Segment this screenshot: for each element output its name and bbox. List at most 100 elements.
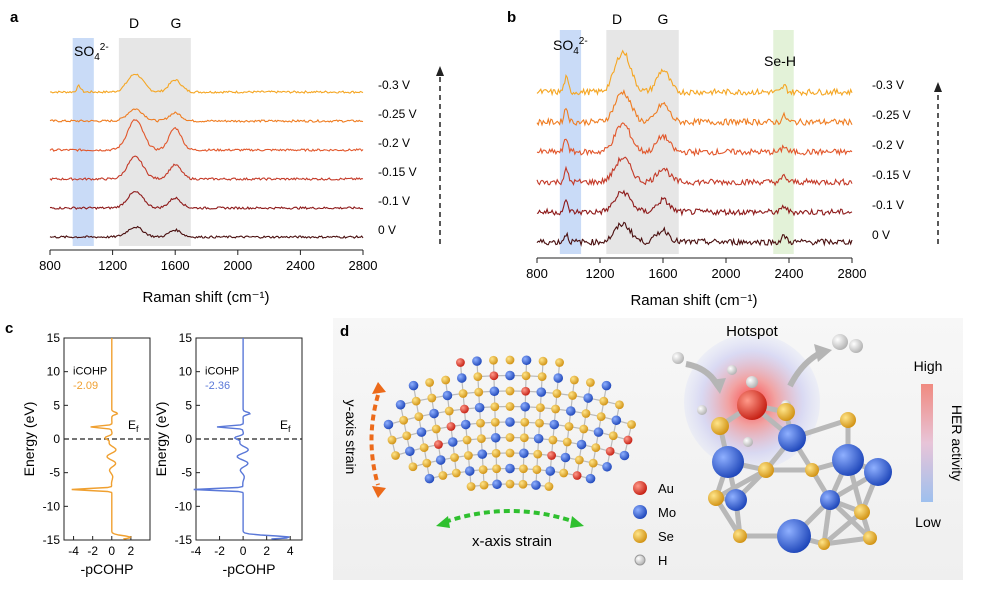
y-tick-label: -15 <box>175 533 193 547</box>
panel-b-letter: b <box>507 9 516 26</box>
y-tick-label: 15 <box>47 331 61 345</box>
raman-spectrum-line <box>49 108 364 123</box>
x-tick-label: 1600 <box>649 266 678 281</box>
lattice-atom <box>490 402 500 412</box>
cluster-atom-h <box>849 339 863 353</box>
lattice-atom <box>520 417 530 427</box>
potential-label: -0.1 V <box>378 194 410 208</box>
cluster-bond <box>714 467 768 501</box>
lattice-atom <box>427 393 437 403</box>
lattice-atom <box>447 437 458 447</box>
lattice-atom <box>533 449 543 459</box>
lattice-atom <box>576 439 587 450</box>
potential-label: -0.15 V <box>872 168 911 182</box>
h-adsorption-arrow-head <box>710 378 726 394</box>
lattice-atom <box>451 468 461 478</box>
x-tick-label: 800 <box>39 258 61 273</box>
x-tick-label: -4 <box>191 544 202 558</box>
lattice-atom <box>583 393 593 403</box>
lattice-atom <box>569 375 579 385</box>
x-tick-label: 1600 <box>161 258 190 273</box>
x-tick-label: 0 <box>240 544 247 558</box>
lattice-atom <box>476 418 485 428</box>
cluster-atom-se <box>818 538 830 550</box>
x-tick-label: 2400 <box>286 258 315 273</box>
cluster-atom-h <box>746 376 758 388</box>
lattice-atom <box>547 451 556 460</box>
lattice-atom <box>537 372 547 382</box>
cluster-atom-h <box>727 365 737 375</box>
lattice-atom <box>548 435 558 445</box>
lattice-atom <box>395 399 406 410</box>
cluster-atom-se <box>863 531 877 545</box>
panel-a-so4-label: SO42- <box>74 42 109 63</box>
x-tick-label: -4 <box>68 544 79 558</box>
lattice-atom <box>491 448 501 458</box>
x-tick-label: 2800 <box>838 266 867 281</box>
lattice-atom <box>505 463 515 474</box>
cluster-atom-mo <box>820 490 840 510</box>
lattice-atom <box>555 358 564 367</box>
cluster-atom-se <box>711 417 729 435</box>
lattice-atom <box>411 396 421 406</box>
lattice-atom <box>429 408 439 419</box>
band-seh <box>773 30 794 254</box>
lattice-atom <box>460 404 469 414</box>
raman-spectrum-line <box>49 225 364 239</box>
y-tick-label: 15 <box>179 331 193 345</box>
lattice-atom <box>591 443 601 453</box>
lattice-atom <box>505 386 515 396</box>
lattice-atom <box>473 372 483 382</box>
lattice-atom <box>399 415 409 425</box>
cluster-atom-mo <box>864 458 892 486</box>
y-tick-label: -10 <box>175 499 193 513</box>
lattice-atom <box>489 371 499 381</box>
icohp-value: -2.36 <box>205 380 230 392</box>
lattice-atom <box>419 443 429 453</box>
lattice-atom <box>560 452 571 463</box>
raman-spectrum-line <box>536 122 853 157</box>
x-tick-label: 2400 <box>775 266 804 281</box>
y-strain-label: y-axis strain <box>343 400 359 475</box>
cluster-atom-mo <box>712 446 744 478</box>
lattice-atom <box>532 465 542 475</box>
raman-spectrum-line <box>536 89 853 127</box>
panel-b-g-label: G <box>658 11 669 27</box>
cohp-ylabel: Energy (eV) <box>153 402 169 477</box>
lattice-atom <box>435 455 446 465</box>
cluster-atom-h <box>672 352 684 364</box>
scale-low-label: Low <box>915 514 942 530</box>
lattice-atom <box>593 427 604 437</box>
lattice-atom <box>492 479 502 490</box>
lattice-atom <box>521 371 531 381</box>
cluster-atom-h <box>743 437 753 447</box>
panel-b-xlabel: Raman shift (cm⁻¹) <box>630 292 757 309</box>
x-tick-label: 800 <box>526 266 548 281</box>
y-tick-label: 10 <box>179 365 193 379</box>
x-tick-label: 1200 <box>586 266 615 281</box>
lattice-atom <box>518 479 528 489</box>
lattice-atom <box>627 420 636 429</box>
lattice-atom <box>387 435 397 445</box>
lattice-atom <box>588 458 598 468</box>
lattice-atom <box>505 402 515 411</box>
potential-label: -0.25 V <box>872 108 911 122</box>
lattice-atom <box>489 355 498 365</box>
x-tick-label: 2000 <box>223 258 252 273</box>
legend-label: Au <box>658 481 674 496</box>
x-strain-arrow <box>444 509 576 524</box>
cluster-atom-mo <box>777 519 811 553</box>
lattice-atom <box>462 435 472 445</box>
lattice-atom <box>446 422 456 431</box>
icohp-label: iCOHP <box>205 365 239 377</box>
cluster-atom-se <box>733 529 747 543</box>
lattice-atom <box>505 417 515 427</box>
legend-label: Mo <box>658 505 676 520</box>
x-tick-label: 2 <box>263 544 270 558</box>
potential-label: -0.2 V <box>378 136 410 150</box>
lattice-atom <box>408 462 418 472</box>
lattice-atom <box>549 419 560 430</box>
lattice-atom <box>416 427 427 437</box>
cluster-atom-mo <box>832 444 864 476</box>
lattice-atom <box>572 471 582 480</box>
